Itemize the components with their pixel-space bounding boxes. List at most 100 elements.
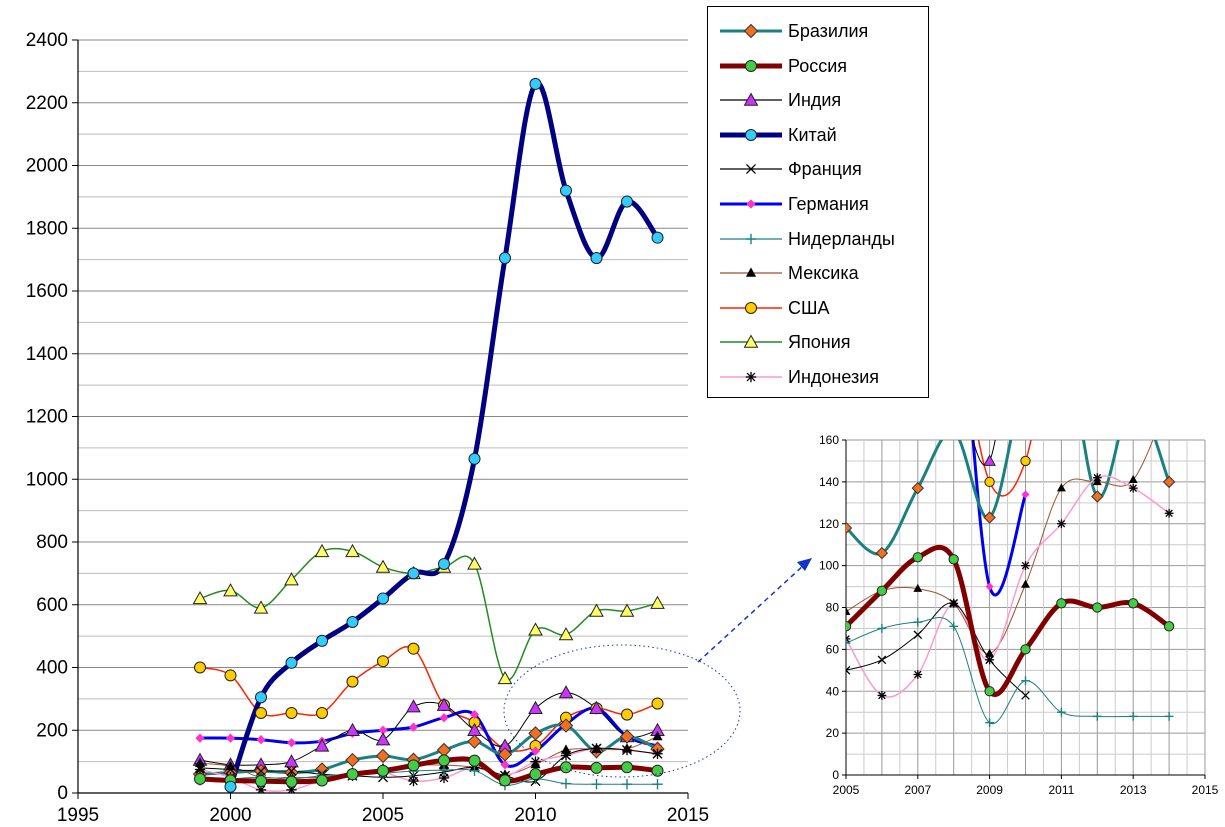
- series-line-германия: [199, 706, 658, 768]
- legend-label: США: [788, 297, 830, 318]
- legend-swatch: [720, 334, 782, 349]
- series-line-индонезия: [199, 747, 658, 792]
- data-point: [346, 675, 359, 688]
- data-point: [529, 768, 542, 781]
- data-point: [376, 592, 390, 605]
- data-point: [253, 600, 269, 614]
- legend-swatch-marker: [743, 334, 759, 349]
- x-tick-label: 2000: [209, 805, 251, 826]
- y-tick-label: 600: [36, 595, 68, 616]
- main-series-group: [192, 77, 665, 793]
- data-point: [591, 743, 602, 754]
- data-point: [467, 556, 482, 570]
- y-tick-label: 1200: [26, 407, 68, 428]
- x-tick-label: 2010: [514, 805, 556, 826]
- data-point: [528, 700, 543, 714]
- data-point: [558, 685, 574, 699]
- data-point: [436, 697, 452, 711]
- data-point: [652, 730, 663, 741]
- y-tick-label: 2200: [26, 93, 68, 114]
- data-point: [194, 764, 206, 775]
- data-point: [285, 706, 298, 720]
- data-point: [591, 779, 602, 790]
- legend-swatch-marker: [744, 301, 758, 314]
- series-markers-россия: [193, 754, 664, 788]
- data-point: [285, 656, 298, 669]
- legend-label: Россия: [788, 55, 848, 76]
- data-point: [438, 764, 450, 776]
- legend-label: Япония: [788, 332, 851, 353]
- y-tick-label: 400: [36, 658, 68, 679]
- series-line-индия: [199, 692, 658, 766]
- legend-label: Китай: [788, 124, 837, 145]
- data-point: [468, 452, 481, 465]
- legend-swatch-marker: [743, 92, 759, 106]
- data-point: [529, 77, 542, 90]
- legend-label: Индия: [788, 90, 842, 111]
- data-point: [468, 754, 481, 767]
- legend-item-индия: Индия: [708, 88, 928, 112]
- series-markers-япония: [192, 543, 665, 685]
- data-point: [375, 559, 391, 573]
- data-point: [651, 231, 664, 244]
- data-point: [345, 752, 360, 768]
- data-point: [376, 764, 390, 777]
- data-point: [256, 735, 266, 745]
- data-point: [530, 756, 541, 767]
- data-point: [528, 622, 543, 636]
- data-point: [589, 700, 604, 714]
- data-point: [652, 748, 663, 759]
- x-tick-label: 2005: [362, 805, 404, 826]
- legend-item-мексика: Мексика: [708, 261, 928, 285]
- data-point: [286, 766, 297, 777]
- data-point: [194, 762, 206, 773]
- data-point: [590, 252, 603, 265]
- data-point: [559, 184, 573, 197]
- data-point: [315, 706, 329, 720]
- legend-label: Нидерланды: [788, 228, 895, 249]
- data-point: [469, 765, 480, 776]
- data-point: [619, 603, 635, 617]
- series-line-китай: [228, 80, 660, 788]
- legend-swatch: [720, 267, 782, 277]
- data-point: [345, 722, 360, 736]
- series-line-франция: [199, 747, 658, 783]
- legend-item-япония: Япония: [708, 330, 928, 354]
- legend-item-франция: Франция: [708, 157, 928, 181]
- data-point: [620, 761, 634, 774]
- y-tick-label: 200: [36, 720, 68, 741]
- legend-swatch-marker: [744, 59, 758, 72]
- data-point: [530, 746, 541, 756]
- legend-label: Франция: [788, 159, 862, 180]
- data-point: [560, 750, 572, 761]
- data-point: [285, 775, 298, 788]
- data-point: [620, 708, 634, 721]
- y-tick-label: 800: [36, 532, 68, 553]
- legend-label: Бразилия: [788, 21, 869, 41]
- data-point: [439, 713, 449, 723]
- data-point: [497, 747, 513, 762]
- data-point: [408, 722, 419, 732]
- data-point: [469, 709, 480, 720]
- data-point: [254, 706, 268, 720]
- data-point: [315, 774, 329, 787]
- legend-item-сша: США: [708, 296, 928, 320]
- y-tick-label: 1400: [26, 344, 68, 365]
- data-point: [528, 726, 543, 741]
- data-point: [437, 557, 451, 570]
- data-point: [589, 603, 604, 617]
- series-markers-китай: [224, 77, 664, 793]
- x-tick-label: 1995: [57, 805, 99, 826]
- data-point: [621, 745, 633, 756]
- legend-item-индонезия: Индонезия: [708, 365, 928, 389]
- legend-swatch: [720, 128, 782, 141]
- legend-swatch: [720, 92, 782, 106]
- data-point: [314, 543, 330, 558]
- data-point: [375, 732, 391, 746]
- data-point: [223, 583, 238, 597]
- data-point: [406, 699, 421, 713]
- data-point: [224, 780, 237, 793]
- data-point: [620, 195, 634, 208]
- data-point: [590, 761, 603, 774]
- y-tick-label: 2000: [26, 156, 68, 177]
